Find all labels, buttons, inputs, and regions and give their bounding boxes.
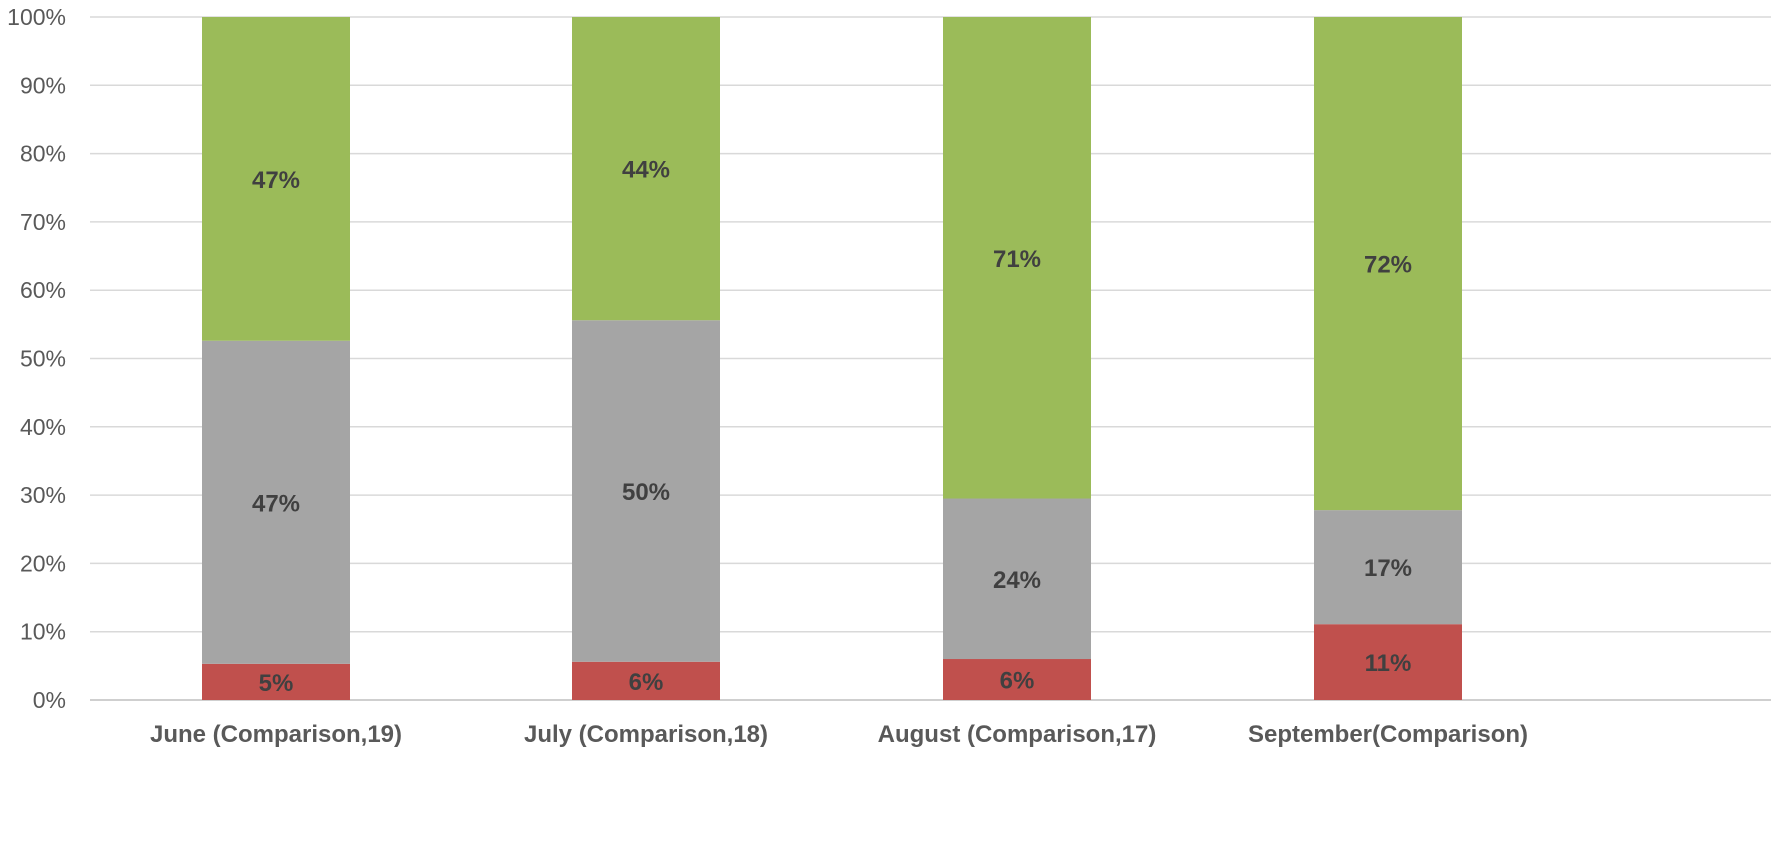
bar-segment bbox=[572, 320, 720, 662]
data-labels: 5% 47% 47% 6% 50% 44% 6% 24% 71% 11% 17% 72% bbox=[252, 157, 1412, 697]
data-label: 44% bbox=[622, 157, 670, 184]
y-tick-label: 20% bbox=[20, 550, 66, 576]
y-tick-label: 0% bbox=[33, 687, 66, 713]
x-category-label: September(Comparison) bbox=[1248, 721, 1528, 748]
bar-segment bbox=[943, 498, 1091, 660]
y-axis-tick-labels: 0% 10% 20% 30% 40% 50% 60% 70% 80% 90% 100% bbox=[7, 4, 66, 713]
data-label: 50% bbox=[622, 479, 670, 506]
y-tick-label: 50% bbox=[20, 346, 66, 372]
y-tick-label: 100% bbox=[7, 4, 66, 30]
bar-segment bbox=[943, 659, 1091, 700]
x-category-label: August (Comparison,17) bbox=[878, 721, 1157, 748]
bar-segment bbox=[1314, 624, 1462, 700]
y-tick-label: 30% bbox=[20, 482, 66, 508]
data-label: 6% bbox=[1000, 668, 1035, 695]
data-label: 11% bbox=[1365, 650, 1412, 677]
data-label: 72% bbox=[1364, 252, 1412, 279]
bar-segment bbox=[943, 17, 1091, 499]
bars bbox=[202, 17, 1462, 700]
x-axis-category-labels: June (Comparison,19) July (Comparison,18)… bbox=[150, 721, 1528, 748]
y-tick-label: 80% bbox=[20, 141, 66, 167]
data-label: 17% bbox=[1364, 555, 1412, 582]
data-label: 47% bbox=[252, 490, 300, 517]
x-category-label: July (Comparison,18) bbox=[524, 721, 768, 748]
data-label: 5% bbox=[259, 670, 294, 697]
bar-segment bbox=[1314, 17, 1462, 511]
bar-segment bbox=[202, 17, 350, 341]
bar-segment bbox=[1314, 510, 1462, 625]
y-tick-label: 10% bbox=[20, 619, 66, 645]
y-tick-label: 90% bbox=[20, 72, 66, 98]
bar-segment bbox=[572, 661, 720, 700]
data-label: 24% bbox=[993, 567, 1041, 594]
bar-segment bbox=[572, 17, 720, 321]
x-category-label: June (Comparison,19) bbox=[150, 721, 402, 748]
gridlines bbox=[90, 16, 1771, 701]
y-tick-label: 40% bbox=[20, 414, 66, 440]
y-tick-label: 60% bbox=[20, 277, 66, 303]
bar-segment bbox=[202, 340, 350, 664]
y-tick-label: 70% bbox=[20, 209, 66, 235]
data-label: 6% bbox=[629, 669, 664, 696]
bar-segment bbox=[202, 663, 350, 700]
data-label: 47% bbox=[252, 167, 300, 194]
data-label: 71% bbox=[993, 246, 1041, 273]
